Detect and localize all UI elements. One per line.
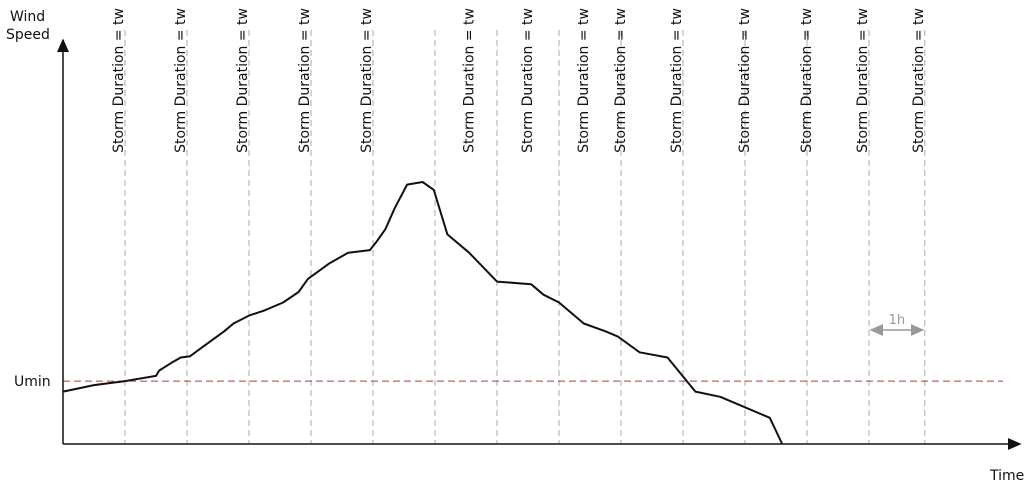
storm-duration-label: Storm Duration = tw	[297, 8, 313, 153]
storm-duration-label: Storm Duration = tw	[235, 8, 251, 153]
x-axis-label: Time	[989, 468, 1024, 484]
storm-duration-label: Storm Duration = tw	[669, 8, 685, 153]
y-axis-label-line-2: Speed	[6, 27, 50, 43]
y-axis-label-line-1: Wind	[10, 9, 45, 25]
storm-duration-label: Storm Duration = tw	[461, 8, 477, 153]
umin-label: Umin	[14, 374, 51, 390]
storm-duration-label: Storm Duration = tw	[359, 8, 375, 153]
storm-duration-label: Storm Duration = tw	[737, 8, 753, 153]
interval-annotation: 1h	[869, 313, 925, 336]
storm-duration-label: Storm Duration = tw	[613, 8, 629, 153]
interval-label: 1h	[889, 313, 906, 328]
storm-duration-label: Storm Duration = tw	[911, 8, 927, 153]
storm-duration-label: Storm Duration = tw	[855, 8, 871, 153]
wind-speed-line	[62, 181, 784, 445]
storm-duration-label: Storm Duration = tw	[576, 8, 592, 153]
storm-duration-label: Storm Duration = tw	[799, 8, 815, 153]
storm-duration-labels: Storm Duration = tw Storm Duration = tw St…	[111, 8, 927, 153]
storm-duration-label: Storm Duration = tw	[111, 8, 127, 153]
storm-duration-label: Storm Duration = tw	[173, 8, 189, 153]
storm-duration-label: Storm Duration = tw	[520, 8, 536, 153]
